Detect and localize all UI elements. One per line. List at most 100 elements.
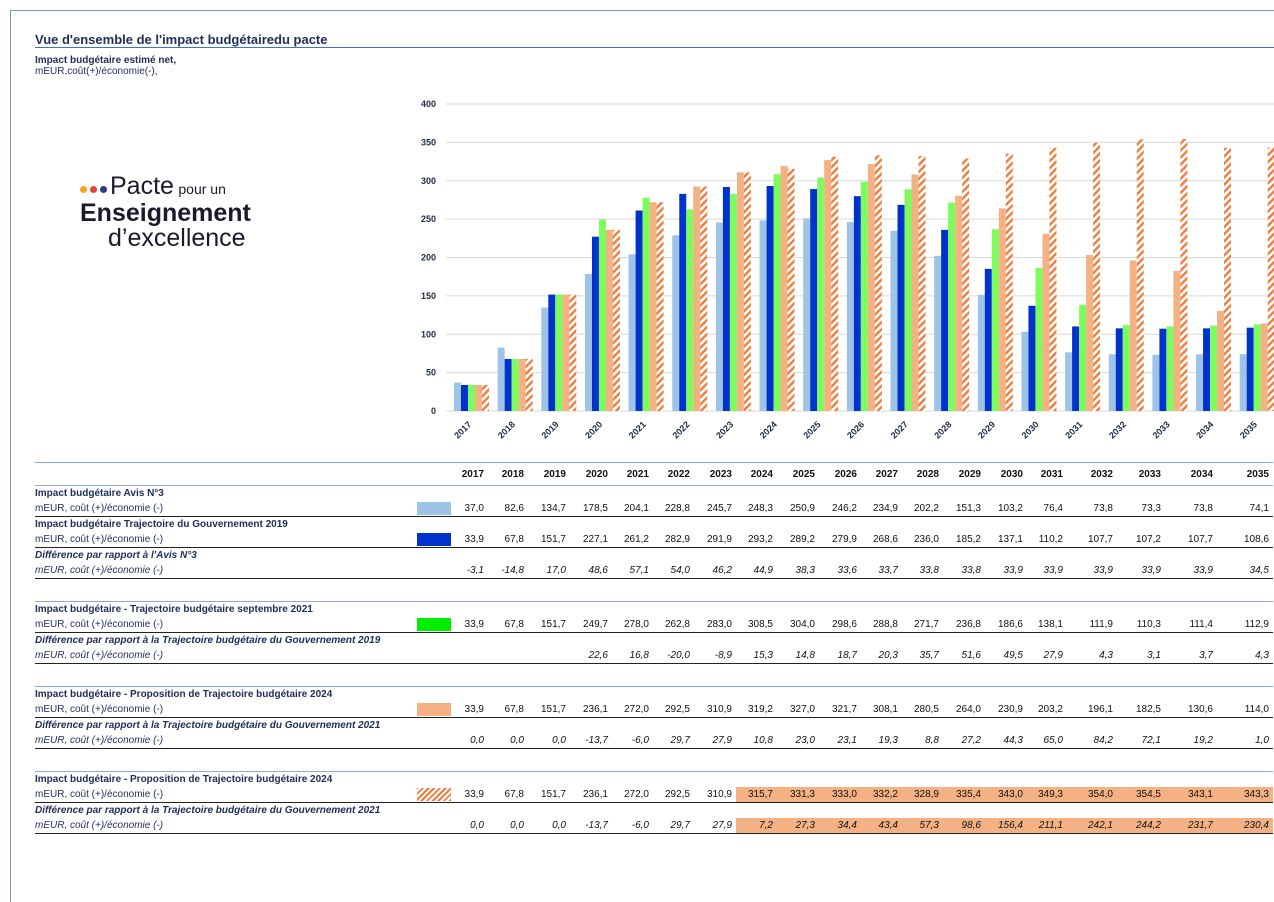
- cell: [777, 485, 819, 501]
- cell: [819, 718, 861, 734]
- value: 308,1: [861, 702, 902, 718]
- title-row: Impact budgétaire - Trajectoire budgétai…: [35, 601, 1273, 617]
- cell: [861, 686, 902, 702]
- value: -14,8: [488, 563, 528, 579]
- cell: [736, 803, 777, 819]
- cell: [455, 686, 488, 702]
- value: 0,0: [488, 818, 528, 834]
- cell: [1165, 633, 1217, 649]
- cell: [1117, 803, 1165, 819]
- value: 38,3: [777, 563, 819, 579]
- cell: [777, 771, 819, 787]
- cell: [528, 771, 570, 787]
- y-tick-label: 250: [421, 214, 436, 224]
- value: 134,7: [528, 501, 570, 517]
- bar: [787, 168, 795, 411]
- cell: [1165, 485, 1217, 501]
- cell: [528, 485, 570, 501]
- x-tick-label: 2026: [845, 419, 866, 440]
- bar: [1166, 326, 1174, 411]
- year: 2020: [570, 462, 612, 486]
- cell: [819, 633, 861, 649]
- y-tick-label: 350: [421, 137, 436, 147]
- bar: [649, 202, 657, 411]
- bar: [1021, 331, 1029, 411]
- value: 27,9: [1027, 648, 1067, 664]
- swatch: [417, 788, 451, 801]
- cell: [1165, 718, 1217, 734]
- x-tick-label: 2027: [889, 419, 910, 440]
- bar: [1093, 142, 1101, 412]
- bar: [1210, 325, 1218, 411]
- cell: [528, 686, 570, 702]
- cell: [943, 803, 985, 819]
- data-row: mEUR, coût (+)/économie (-) 33,9 67,8 151,7…: [35, 532, 1273, 548]
- cell: [902, 517, 943, 533]
- value: -3,1: [455, 563, 488, 579]
- cell: [861, 633, 902, 649]
- cell: [985, 517, 1027, 533]
- value: 10,8: [736, 733, 777, 749]
- cell: [819, 548, 861, 564]
- cell: [35, 579, 1273, 602]
- value: 332,2: [861, 787, 902, 803]
- cell: [1067, 485, 1117, 501]
- row-label: Impact budgétaire Trajectoire du Gouvern…: [35, 519, 288, 530]
- value: 107,2: [1117, 532, 1165, 548]
- cell: [1067, 718, 1117, 734]
- cell: [1165, 601, 1217, 617]
- value: 16,8: [612, 648, 653, 664]
- bar: [1267, 147, 1274, 411]
- value: 288,8: [861, 617, 902, 633]
- title-row: Impact budgétaire Trajectoire du Gouvern…: [35, 517, 1273, 533]
- bar: [461, 384, 468, 411]
- swatch-cell: [415, 803, 455, 819]
- value: 22,6: [570, 648, 612, 664]
- cell: [1027, 601, 1067, 617]
- title-row: Différence par rapport à l'Avis N°3: [35, 548, 1273, 564]
- value: 278,0: [612, 617, 653, 633]
- bar: [773, 174, 781, 411]
- cell: [488, 485, 528, 501]
- value: 34,5: [1217, 563, 1273, 579]
- cell: [1117, 485, 1165, 501]
- x-tick-label: 2025: [801, 419, 822, 440]
- cell: [777, 803, 819, 819]
- cell: [943, 548, 985, 564]
- bar: [874, 155, 882, 411]
- cell: [528, 648, 570, 664]
- cell: [455, 601, 488, 617]
- year: 2033: [1117, 462, 1165, 486]
- bar: [679, 193, 687, 411]
- bar: [642, 197, 650, 411]
- value: 298,6: [819, 617, 861, 633]
- value: 0,0: [528, 818, 570, 834]
- year: 2028: [902, 462, 943, 486]
- bar: [860, 181, 868, 411]
- swatch-cell: [415, 485, 455, 501]
- cell: [694, 485, 736, 501]
- cell: [612, 517, 653, 533]
- title-rule: [35, 47, 1274, 48]
- value: 27,2: [943, 733, 985, 749]
- value: 14,8: [777, 648, 819, 664]
- row-label: Impact budgétaire - Proposition de Traje…: [35, 686, 415, 702]
- cell: [1165, 771, 1217, 787]
- bar: [998, 208, 1006, 411]
- row-label: Impact budgétaire Avis N°3: [35, 485, 415, 501]
- bar: [897, 204, 905, 411]
- value: 110,2: [1027, 532, 1067, 548]
- value: -6,0: [612, 733, 653, 749]
- value: 244,2: [1117, 818, 1165, 834]
- value: 67,8: [488, 532, 528, 548]
- cell: [943, 686, 985, 702]
- value: 0,0: [455, 818, 488, 834]
- value: 236,8: [943, 617, 985, 633]
- cell: [1217, 686, 1273, 702]
- value: 315,7: [736, 787, 777, 803]
- bar: [591, 236, 599, 411]
- bar: [700, 186, 708, 411]
- bar: [780, 166, 788, 411]
- bar: [962, 158, 970, 411]
